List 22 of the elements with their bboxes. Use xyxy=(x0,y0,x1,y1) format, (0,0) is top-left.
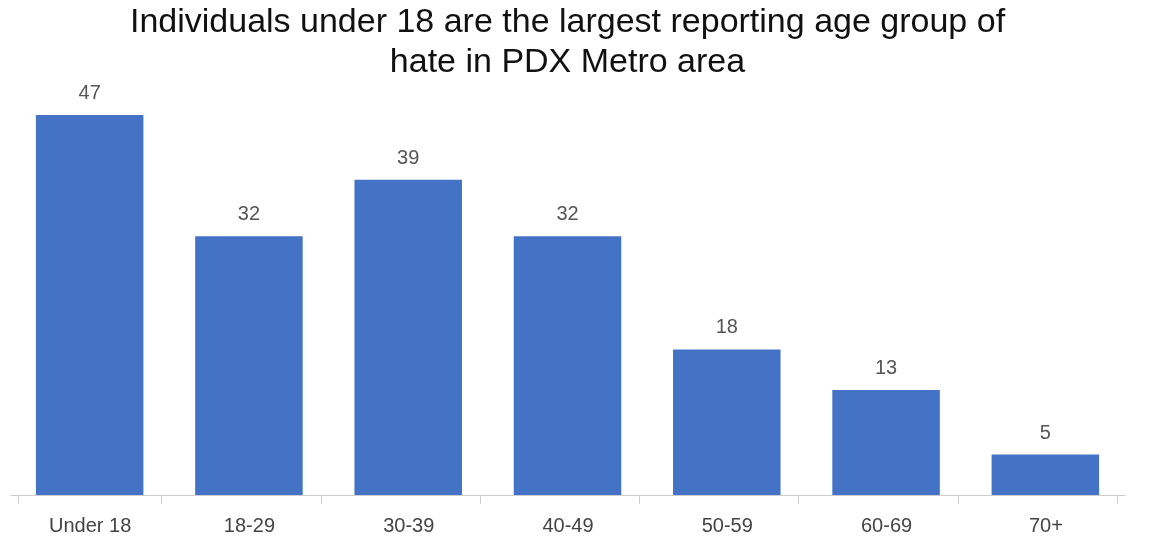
x-tick-label: Under 18 xyxy=(49,513,132,536)
bar xyxy=(513,236,622,495)
x-tick-label: 18-29 xyxy=(223,513,276,536)
bar xyxy=(832,389,940,495)
bar xyxy=(354,179,462,495)
x-tick-label: 60-69 xyxy=(860,513,913,536)
x-tick-label: 70+ xyxy=(1028,513,1063,536)
bar xyxy=(35,115,144,495)
x-tick-label: 40-49 xyxy=(542,513,594,536)
data-label: 13 xyxy=(874,355,898,378)
x-tick-label: 50-59 xyxy=(701,513,753,536)
bar xyxy=(673,349,781,495)
chart-title: Individuals under 18 are the largest reporting age group of hate in PDX Metro area xyxy=(129,1,1006,79)
data-label: 39 xyxy=(397,145,420,168)
data-label: 32 xyxy=(556,202,579,225)
x-tick-label: 30-39 xyxy=(383,513,435,536)
bar xyxy=(991,454,1100,495)
data-label: 47 xyxy=(78,81,101,103)
bar xyxy=(195,236,303,495)
data-label: 5 xyxy=(1039,420,1051,443)
data-label: 18 xyxy=(715,315,738,338)
data-label: 32 xyxy=(237,202,261,225)
